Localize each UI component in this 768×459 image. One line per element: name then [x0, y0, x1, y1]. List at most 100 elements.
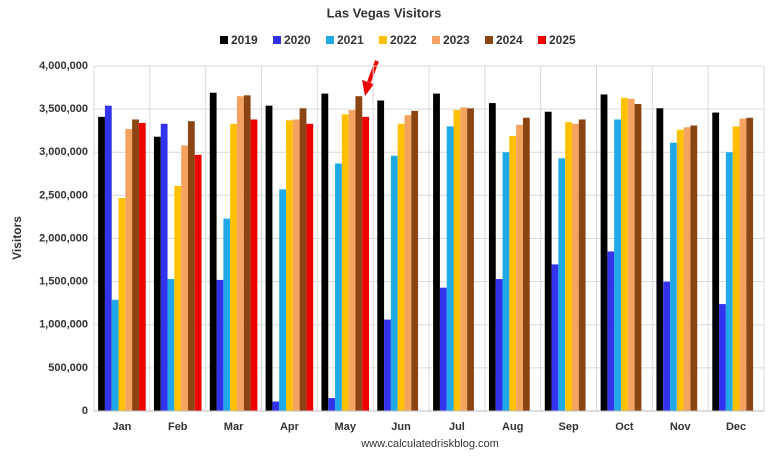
bar [111, 299, 119, 411]
y-tick-label: 3,500,000 [39, 103, 88, 115]
legend-label: 2024 [496, 33, 523, 47]
bar [362, 116, 370, 411]
bar [433, 93, 440, 411]
bar [250, 119, 258, 411]
x-tick-label: Jan [112, 421, 131, 433]
bar [279, 189, 287, 411]
bar [181, 145, 188, 411]
bar [286, 120, 293, 412]
bar [209, 92, 217, 412]
chart-title: Las Vegas Visitors [327, 5, 442, 20]
bar [397, 123, 405, 411]
bar [138, 122, 146, 412]
x-tick-label: Apr [280, 421, 300, 433]
bar [194, 154, 202, 411]
bar [292, 119, 300, 411]
bar [739, 118, 747, 412]
y-tick-label: 2,500,000 [39, 189, 88, 201]
x-tick-label: May [335, 421, 357, 433]
bar [732, 126, 740, 411]
legend-swatch [379, 36, 387, 44]
x-tick-label: Sep [558, 421, 578, 433]
bar [299, 108, 307, 411]
bar [104, 105, 112, 412]
bar [243, 95, 251, 411]
bar [578, 119, 586, 411]
bar [355, 96, 363, 411]
bar [390, 155, 398, 411]
bar [223, 218, 231, 411]
bar [614, 119, 622, 411]
bar [132, 119, 139, 411]
bar [460, 107, 468, 412]
x-tick-label: Dec [726, 421, 746, 433]
legend-swatch [485, 36, 493, 44]
bar [341, 114, 349, 412]
bar [558, 158, 566, 411]
legend-label: 2019 [231, 33, 258, 47]
legend-swatch [538, 36, 546, 44]
bar [467, 108, 474, 411]
legend-label: 2021 [337, 33, 364, 47]
bar [411, 110, 419, 411]
bar [502, 152, 510, 411]
bar [488, 103, 496, 412]
x-tick-label: Nov [670, 421, 692, 433]
bar [551, 264, 559, 411]
bar [627, 98, 635, 412]
legend-swatch [432, 36, 440, 44]
bar [719, 304, 726, 411]
bar [306, 123, 314, 411]
bar [216, 279, 224, 411]
bar [328, 398, 336, 411]
bar [544, 111, 552, 412]
x-tick-label: Jun [391, 421, 411, 433]
legend-label: 2022 [390, 33, 417, 47]
bar [125, 128, 133, 411]
x-tick-label: Mar [224, 421, 244, 433]
bar [663, 281, 671, 411]
bar [725, 152, 733, 411]
y-tick-label: 500,000 [48, 362, 88, 374]
bar [712, 112, 720, 411]
bar [621, 97, 628, 411]
bar [236, 96, 244, 411]
legend-swatch [326, 36, 334, 44]
y-tick-label: 3,000,000 [39, 146, 88, 158]
bar [167, 279, 175, 411]
x-tick-label: Oct [615, 421, 634, 433]
legend-label: 2025 [549, 33, 576, 47]
bar [446, 126, 454, 411]
bar [453, 109, 461, 412]
bar [348, 109, 356, 412]
bar [746, 117, 754, 411]
y-axis-label: Visitors [10, 216, 24, 260]
bar [439, 287, 447, 411]
bar [690, 125, 698, 411]
y-tick-label: 4,000,000 [39, 60, 88, 72]
legend-label: 2023 [443, 33, 470, 47]
x-tick-label: Aug [502, 421, 523, 433]
legend-swatch [220, 36, 228, 44]
y-tick-label: 2,000,000 [39, 232, 88, 244]
bar [377, 100, 385, 411]
bar [600, 94, 608, 412]
bar [656, 108, 664, 411]
x-tick-label: Jul [449, 421, 465, 433]
bar [565, 122, 572, 411]
bar [670, 142, 677, 411]
bar [265, 105, 273, 412]
bar [321, 93, 329, 411]
x-tick-label: Feb [168, 421, 188, 433]
legend-swatch [273, 36, 281, 44]
bar [335, 163, 342, 411]
bar [230, 123, 237, 411]
bar [495, 279, 503, 411]
bar [118, 197, 126, 411]
bar [676, 129, 684, 411]
bar [516, 124, 523, 412]
bar [571, 123, 579, 411]
bar [634, 103, 642, 411]
y-tick-label: 1,000,000 [39, 319, 88, 331]
